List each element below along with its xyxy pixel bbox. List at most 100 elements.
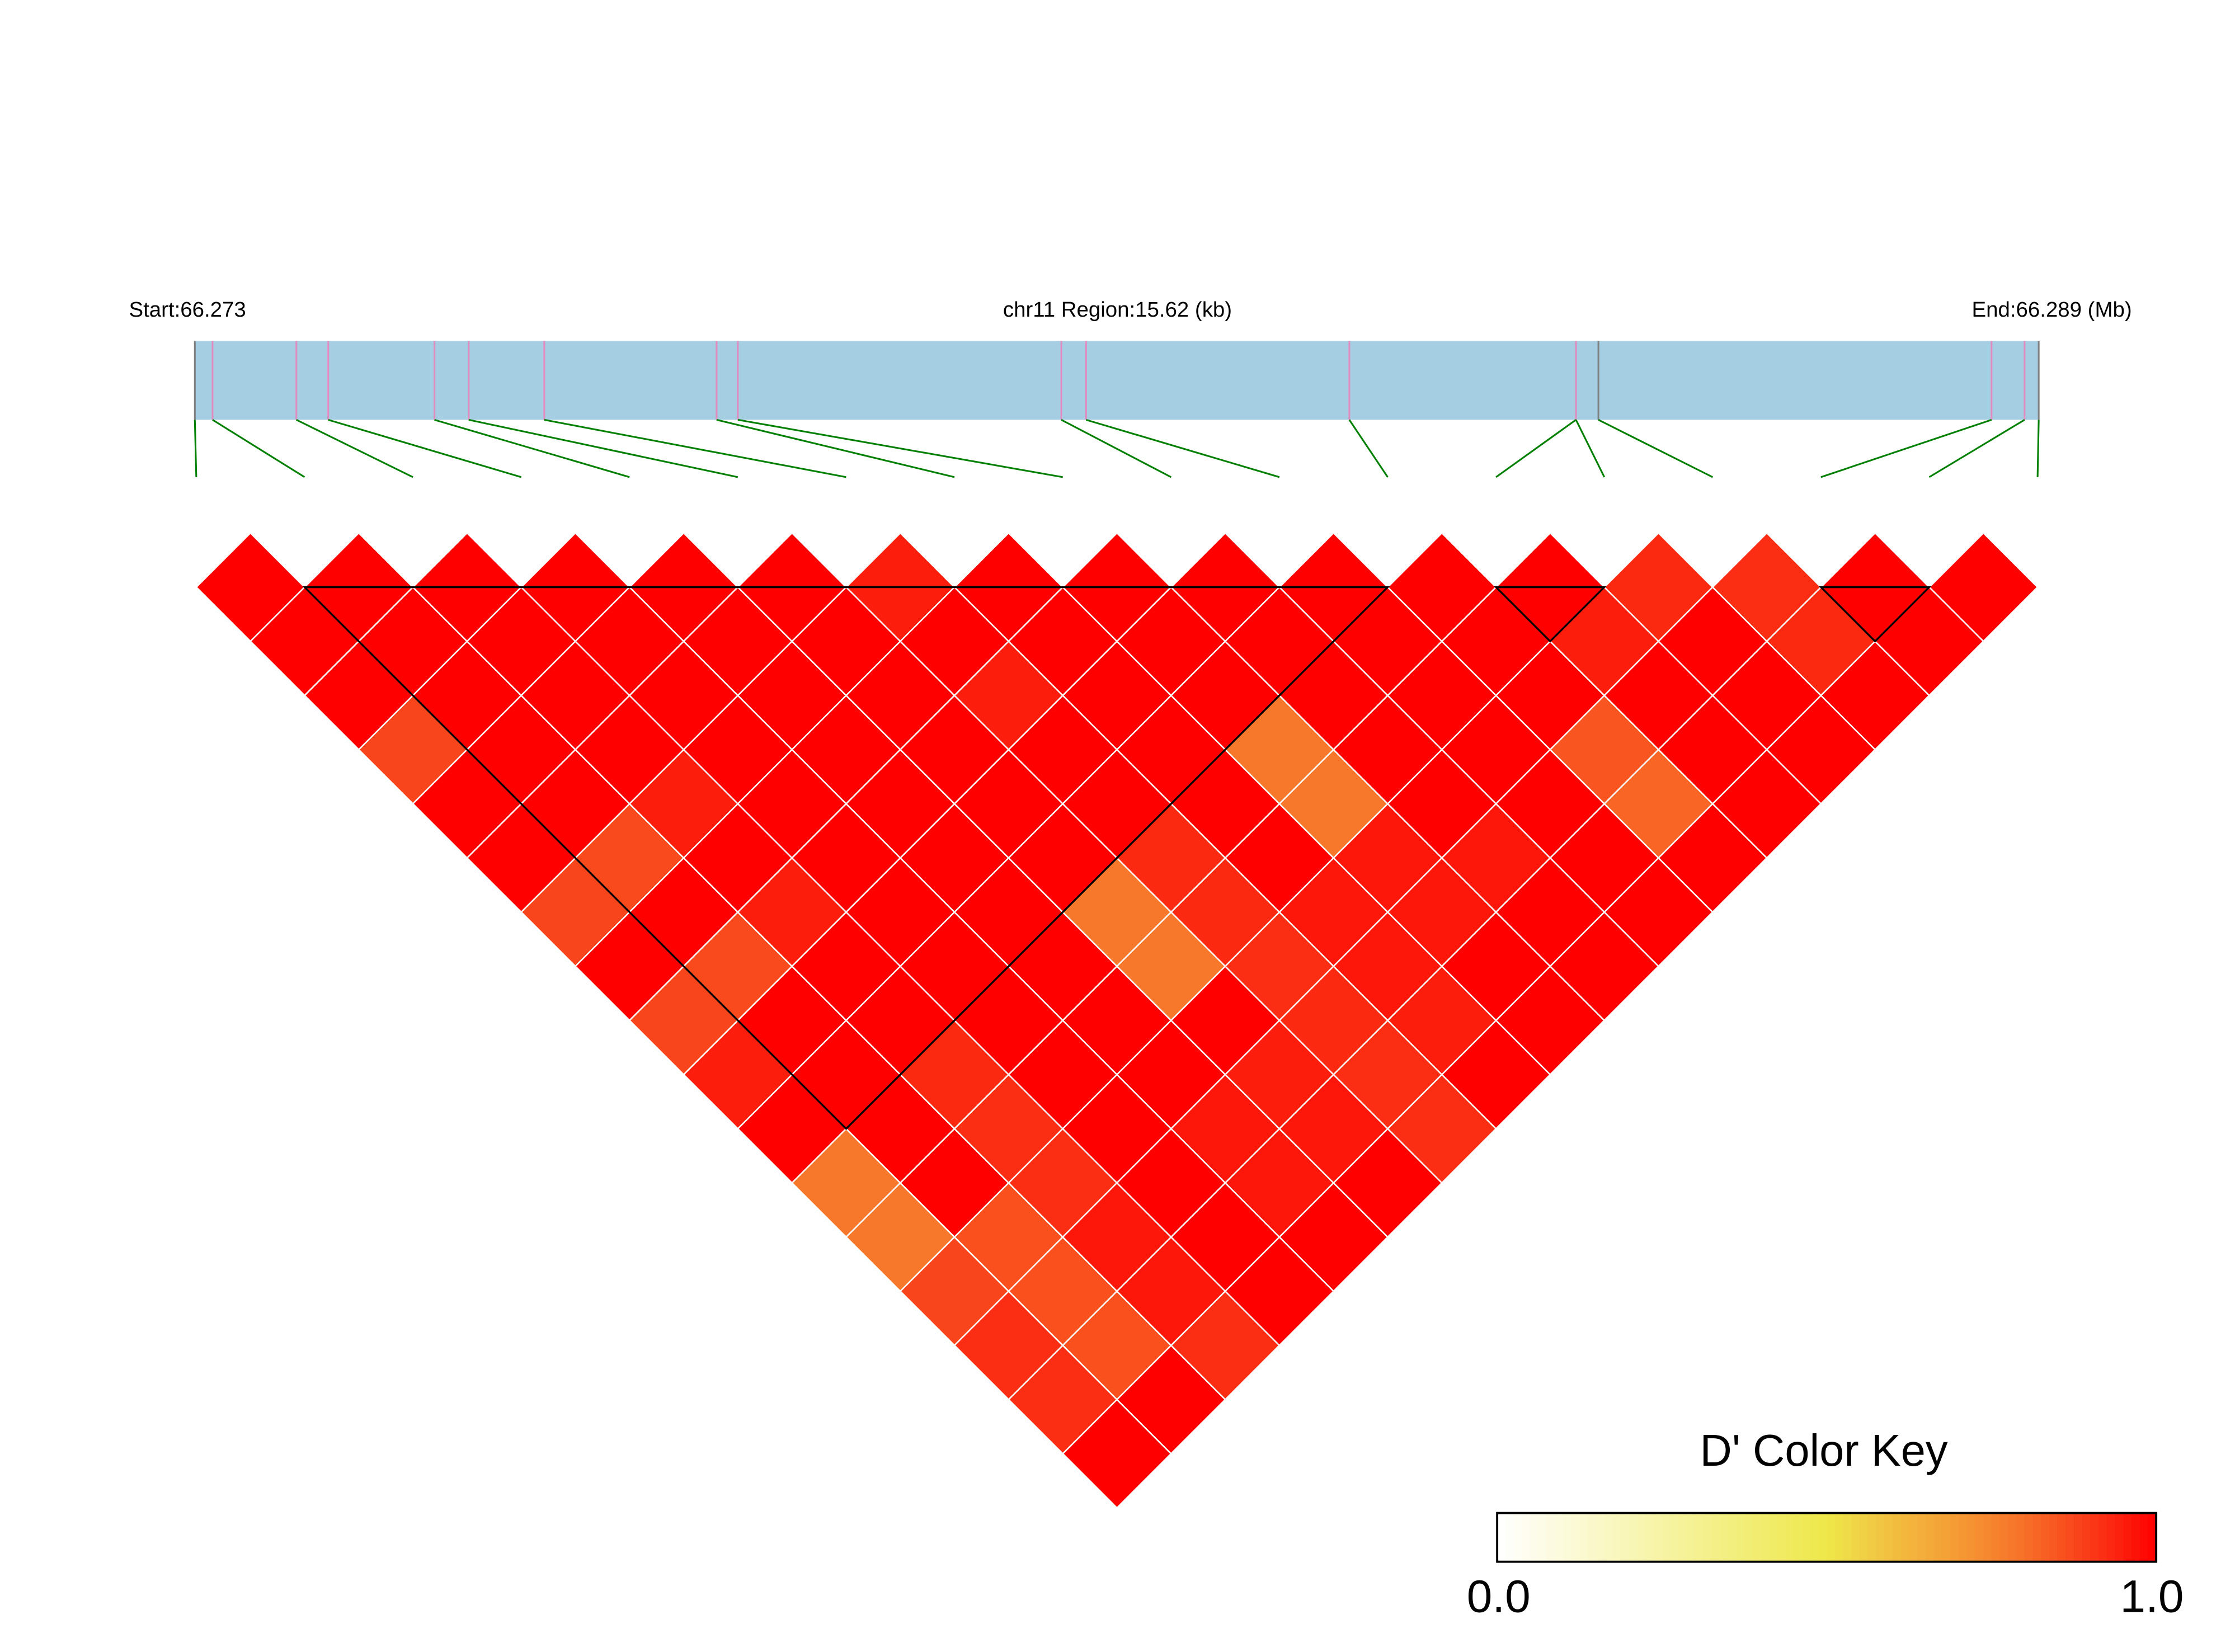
color-key-segment	[2073, 1513, 2083, 1562]
color-key-segment	[1983, 1513, 1992, 1562]
snp-connector	[1575, 419, 1606, 478]
color-key-gradient	[1497, 1513, 2157, 1562]
color-key-segment	[1563, 1513, 1572, 1562]
snp-connector	[1061, 419, 1171, 478]
color-key-segment	[1860, 1513, 1869, 1562]
color-key-segment	[1942, 1513, 1951, 1562]
color-key-segment	[1703, 1513, 1712, 1562]
color-key-segment	[1719, 1513, 1729, 1562]
region-label: chr11 Region:15.62 (kb)	[1003, 298, 1232, 322]
snp-connector	[434, 418, 630, 478]
color-key-segment	[2106, 1513, 2116, 1562]
color-key-segment	[1513, 1513, 1523, 1562]
dprime-cell-17-18	[1928, 531, 2039, 643]
ld-block-outline	[1818, 586, 1932, 643]
color-key-segment	[1834, 1513, 1844, 1562]
color-key-segment	[1958, 1513, 1968, 1562]
color-key-segment	[2049, 1513, 2058, 1562]
snp-connector	[1495, 419, 1577, 478]
color-key-segment	[1670, 1513, 1679, 1562]
color-key-segment	[1678, 1513, 1687, 1562]
color-key-segment	[1818, 1513, 1827, 1562]
color-key-segment	[2065, 1513, 2074, 1562]
color-key-border	[1496, 1512, 2158, 1563]
color-key-segment	[1637, 1513, 1646, 1562]
color-key-segment	[2098, 1513, 2107, 1562]
snp-connector	[212, 419, 305, 478]
snp-connector	[1820, 418, 1992, 478]
color-key: D' Color Key 0.0 1.0	[1467, 1425, 2184, 1622]
snp-connector	[194, 420, 197, 477]
snp-connector	[328, 418, 522, 478]
ld-block-outlines	[302, 586, 1932, 1131]
color-key-segment	[1752, 1513, 1762, 1562]
color-key-segment	[1621, 1513, 1630, 1562]
color-key-segment	[1588, 1513, 1597, 1562]
ld-block-outline	[1494, 586, 1607, 643]
color-key-segment	[1827, 1513, 1836, 1562]
color-key-title: D' Color Key	[1700, 1425, 1948, 1475]
color-key-segment	[2008, 1513, 2017, 1562]
color-key-segment	[1711, 1513, 1720, 1562]
color-key-segment	[1761, 1513, 1770, 1562]
color-key-segment	[1909, 1513, 1918, 1562]
color-key-segment	[1736, 1513, 1745, 1562]
color-key-segment	[2139, 1513, 2149, 1562]
color-key-segment	[1950, 1513, 1959, 1562]
color-key-segment	[1925, 1513, 1935, 1562]
color-key-segment	[1522, 1513, 1531, 1562]
color-key-segment	[1966, 1513, 1975, 1562]
color-key-segment	[1810, 1513, 1819, 1562]
color-key-segment	[1629, 1513, 1638, 1562]
color-key-segment	[1505, 1513, 1514, 1562]
color-key-segment	[2082, 1513, 2091, 1562]
ld-block-outline	[302, 586, 1390, 1131]
color-key-segment	[2016, 1513, 2025, 1562]
snp-position-ticks	[194, 341, 2040, 420]
color-key-segment	[1769, 1513, 1778, 1562]
color-key-segment	[2032, 1513, 2041, 1562]
color-key-segment	[1571, 1513, 1580, 1562]
color-key-segment	[1744, 1513, 1753, 1562]
color-key-segment	[2040, 1513, 2050, 1562]
color-key-segment	[2090, 1513, 2099, 1562]
color-key-segment	[1851, 1513, 1860, 1562]
gene-region-bar	[195, 341, 2039, 420]
color-key-segment	[1777, 1513, 1786, 1562]
color-key-segment	[1596, 1513, 1605, 1562]
color-key-segment	[1686, 1513, 1696, 1562]
snp-connector	[1085, 418, 1280, 478]
color-key-segment	[1728, 1513, 1737, 1562]
color-key-segment	[1892, 1513, 1902, 1562]
color-key-segment	[1579, 1513, 1588, 1562]
color-key-segment	[1785, 1513, 1795, 1562]
color-key-segment	[1555, 1513, 1564, 1562]
color-key-segment	[1794, 1513, 1803, 1562]
color-key-segment	[1653, 1513, 1663, 1562]
snp-connector-lines	[194, 418, 2040, 478]
snp-connector	[468, 418, 738, 478]
color-key-segment	[1801, 1513, 1811, 1562]
color-key-segment	[1933, 1513, 1943, 1562]
color-key-segment	[1975, 1513, 1984, 1562]
color-key-segment	[1843, 1513, 1852, 1562]
color-key-segment	[2123, 1513, 2132, 1562]
snp-connector	[737, 418, 1063, 478]
color-key-segment	[1497, 1513, 1506, 1562]
color-key-segment	[1604, 1513, 1613, 1562]
color-key-segment	[2131, 1513, 2140, 1562]
color-key-segment	[1900, 1513, 1910, 1562]
color-key-segment	[1999, 1513, 2008, 1562]
color-key-segment	[1662, 1513, 1671, 1562]
color-key-segment	[1991, 1513, 2001, 1562]
color-key-segment	[1538, 1513, 1547, 1562]
snp-connector	[544, 418, 846, 478]
start-label: Start:66.273	[129, 298, 246, 322]
color-key-segment	[1884, 1513, 1893, 1562]
color-key-segment	[2024, 1513, 2034, 1562]
color-key-segment	[2148, 1513, 2157, 1562]
color-key-segment	[1876, 1513, 1885, 1562]
color-key-max-label: 1.0	[2120, 1571, 2184, 1622]
snp-connector	[1928, 419, 2025, 478]
